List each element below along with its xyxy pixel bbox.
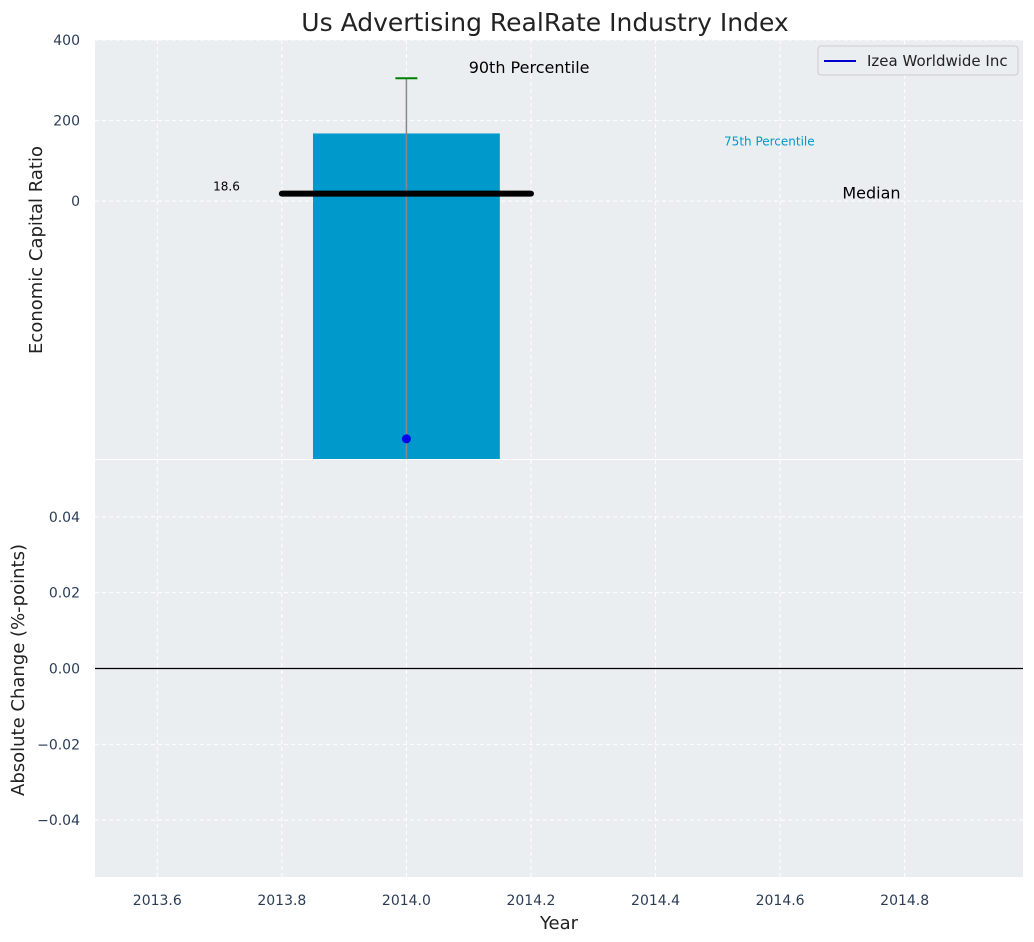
company-point <box>401 434 411 444</box>
x-tick-label: 2014.2 <box>506 893 555 909</box>
bottom-y-tick-label: 0.00 <box>49 662 80 678</box>
percentile-75-label: 75th Percentile <box>724 135 815 149</box>
top-panel: 0 200 400 18.6 90th Percentile 75th Percentil… <box>53 33 1023 459</box>
chart-title: Us Advertising RealRate Industry Index <box>301 8 788 37</box>
x-axis-label: Year <box>539 913 579 934</box>
top-y-tick-label: 400 <box>53 33 80 49</box>
bottom-y-tick-label: 0.04 <box>49 510 80 526</box>
legend-box <box>817 45 1019 76</box>
bottom-panel: 2013.6 2013.8 2014.0 2014.2 2014.4 2014.6 2014… <box>37 460 1023 909</box>
x-tick-label: 2013.6 <box>133 893 182 909</box>
top-y-tick-label: 200 <box>53 114 80 130</box>
bottom-y-axis-label: Absolute Change (%-points) <box>8 544 29 796</box>
x-tick-label: 2014.6 <box>756 893 805 909</box>
top-y-tick-label: 0 <box>71 194 80 210</box>
percentile-90-label: 90th Percentile <box>469 58 590 77</box>
x-tick-label: 2014.4 <box>631 893 680 909</box>
x-tick-label: 2013.8 <box>257 893 306 909</box>
bottom-y-tick-label: 0.02 <box>49 586 80 602</box>
bottom-y-tick-label: −0.02 <box>37 737 80 753</box>
x-tick-label: 2014.0 <box>382 893 431 909</box>
median-value-label: 18.6 <box>213 180 240 194</box>
top-y-axis-label: Economic Capital Ratio <box>26 146 47 354</box>
legend-entry: Izea Worldwide Inc <box>867 52 1008 70</box>
bottom-y-tick-label: −0.04 <box>37 813 80 829</box>
x-tick-label: 2014.8 <box>880 893 929 909</box>
median-label: Median <box>842 184 900 203</box>
top-plot-area <box>95 40 1023 459</box>
